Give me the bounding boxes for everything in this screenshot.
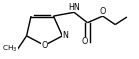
Text: O: O xyxy=(81,37,87,46)
Text: N: N xyxy=(62,31,68,40)
Text: CH$_3$: CH$_3$ xyxy=(2,44,18,54)
Text: O: O xyxy=(100,7,106,16)
Text: O: O xyxy=(41,41,48,50)
Text: HN: HN xyxy=(68,3,80,12)
